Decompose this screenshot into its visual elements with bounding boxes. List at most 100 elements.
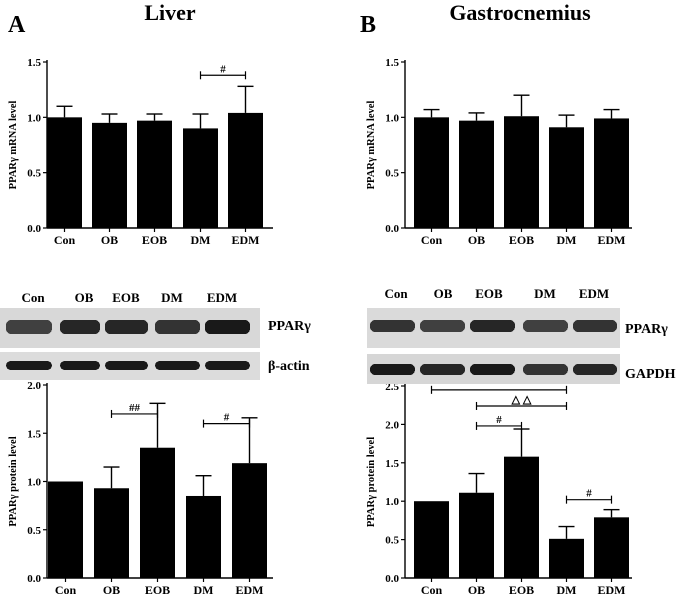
significance-marker: △ △	[511, 394, 532, 406]
chart-gastrocnemius-mrna: 0.0 0.5 1.0 1.5 PPARγ mRNA level Con OB EOB DM ED…	[366, 57, 632, 247]
y-tick-label: 1.5	[27, 428, 41, 440]
protein-band	[420, 320, 465, 332]
lane-label-con: Con	[384, 286, 408, 301]
significance-marker: ##	[129, 402, 141, 414]
western-blot-liver: Con OB EOB DM EDM PPARγ β-actin	[0, 290, 311, 380]
protein-band	[205, 320, 250, 334]
y-tick-label: 0.0	[27, 223, 41, 235]
x-tick-label: DM	[557, 583, 577, 596]
protein-band	[60, 320, 100, 334]
protein-band	[470, 320, 515, 332]
protein-band	[523, 364, 568, 375]
bar-eob	[504, 456, 539, 578]
y-tick-label: 1.5	[385, 57, 399, 69]
significance-marker: #	[496, 414, 502, 426]
lane-label-con: Con	[21, 290, 45, 305]
chart-liver-protein: 0.0 0.5 1.0 1.5 2.0 PPARγ protein level Con OB E…	[8, 380, 273, 597]
bar-eob	[140, 447, 175, 578]
panel-a-title: Liver	[144, 0, 196, 25]
y-tick-label: 0.5	[385, 168, 399, 180]
chart-liver-mrna: 0.0 0.5 1.0 1.5 PPARγ mRNA level Con OB EOB DM ED…	[8, 57, 273, 247]
x-tick-label: OB	[101, 233, 118, 247]
x-tick-label: Con	[421, 583, 443, 596]
x-tick-label: Con	[54, 233, 76, 247]
y-tick-label: 1.5	[385, 458, 399, 470]
significance-marker: #	[586, 488, 592, 500]
protein-band	[60, 361, 100, 370]
panel-b-letter: B	[360, 12, 376, 38]
x-tick-label: DM	[191, 233, 211, 247]
x-tick-label: OB	[103, 583, 120, 596]
bar-con	[414, 501, 449, 578]
blot-row-label: GAPDH	[625, 367, 676, 382]
y-tick-label: 2.0	[385, 419, 399, 431]
protein-band	[155, 361, 200, 370]
y-axis-label: PPARγ mRNA level	[8, 101, 19, 190]
y-tick-label: 1.0	[27, 477, 41, 489]
y-tick-label: 0.0	[27, 573, 41, 585]
significance-marker: #	[220, 63, 226, 75]
lane-label-edm: EDM	[207, 290, 237, 305]
blot-row-label: β-actin	[268, 359, 310, 374]
protein-band	[6, 361, 52, 370]
lane-label-ob: OB	[434, 286, 453, 301]
x-tick-label: EDM	[236, 583, 264, 596]
protein-band	[155, 320, 200, 334]
bar-eob	[504, 116, 539, 228]
bar-ob	[92, 122, 127, 228]
x-tick-label: EOB	[509, 583, 534, 596]
bar-edm	[594, 517, 629, 578]
lane-label-ob: OB	[75, 290, 94, 305]
x-tick-label: OB	[468, 233, 485, 247]
panel-a-letter: A	[8, 12, 26, 38]
bar-ob	[94, 488, 129, 578]
lane-label-dm: DM	[161, 290, 183, 305]
lane-label-dm: DM	[534, 286, 556, 301]
bar-dm	[186, 495, 221, 578]
lane-label-eob: EOB	[475, 286, 503, 301]
bar-ob	[459, 492, 494, 578]
bar-edm	[232, 463, 267, 578]
panel-b-title: Gastrocnemius	[449, 0, 591, 25]
bar-dm	[183, 128, 218, 228]
bar-ob	[459, 120, 494, 228]
bar-eob	[137, 120, 172, 228]
protein-band	[573, 364, 617, 375]
x-tick-label: EOB	[145, 583, 170, 596]
bar-con	[47, 117, 82, 228]
x-tick-label: EDM	[598, 233, 626, 247]
y-tick-label: 2.0	[27, 380, 41, 392]
x-tick-label: EDM	[232, 233, 260, 247]
significance-marker: #	[224, 412, 230, 424]
protein-band	[105, 361, 148, 370]
x-tick-label: EOB	[509, 233, 534, 247]
protein-band	[370, 364, 415, 375]
y-axis-label: PPARγ protein level	[8, 436, 19, 526]
protein-band	[105, 320, 148, 334]
x-tick-label: DM	[557, 233, 577, 247]
bar-dm	[549, 538, 584, 578]
y-axis-label: PPARγ mRNA level	[366, 101, 377, 190]
y-tick-label: 0.0	[385, 573, 399, 585]
y-tick-label: 1.0	[27, 112, 41, 124]
bar-edm	[594, 118, 629, 228]
x-tick-label: DM	[194, 583, 214, 596]
bar-edm	[228, 112, 263, 228]
y-tick-label: 1.0	[385, 112, 399, 124]
y-tick-label: 0.5	[385, 535, 399, 547]
protein-band	[420, 364, 465, 375]
y-tick-label: 0.5	[27, 525, 41, 537]
protein-band	[573, 320, 617, 332]
protein-band	[523, 320, 568, 332]
x-tick-label: OB	[468, 583, 485, 596]
protein-band	[370, 320, 415, 332]
y-tick-label: 1.0	[385, 496, 399, 508]
western-blot-gastrocnemius: Con OB EOB DM EDM PPARγ GAPDH	[367, 286, 676, 384]
x-tick-label: EOB	[142, 233, 167, 247]
protein-band	[470, 364, 515, 375]
blot-row-label: PPARγ	[268, 319, 311, 334]
protein-band	[6, 320, 52, 334]
y-tick-label: 1.5	[27, 57, 41, 69]
bar-con	[48, 481, 83, 578]
